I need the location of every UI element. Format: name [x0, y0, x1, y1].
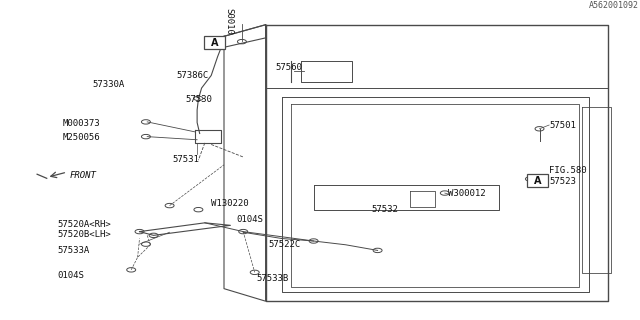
FancyBboxPatch shape: [204, 36, 225, 49]
Text: 57533B: 57533B: [256, 274, 288, 283]
Text: 57533A: 57533A: [58, 246, 90, 255]
Text: W130220: W130220: [211, 199, 249, 208]
Text: 57560: 57560: [275, 63, 302, 72]
Text: M250056: M250056: [63, 133, 100, 142]
Text: 57386C: 57386C: [176, 71, 208, 80]
Text: 0104S: 0104S: [58, 271, 84, 280]
Text: FRONT: FRONT: [69, 171, 96, 180]
FancyBboxPatch shape: [527, 174, 548, 187]
Text: S0010: S0010: [225, 8, 234, 35]
Text: W300012: W300012: [448, 189, 486, 198]
Text: 57523: 57523: [549, 177, 576, 186]
Text: A: A: [211, 37, 218, 48]
Text: 57330A: 57330A: [93, 80, 125, 89]
Text: 57520A<RH>: 57520A<RH>: [58, 220, 111, 229]
Text: 57520B<LH>: 57520B<LH>: [58, 230, 111, 239]
Text: A562001092: A562001092: [589, 1, 639, 10]
Text: 0104S: 0104S: [237, 215, 264, 224]
Text: FIG.580: FIG.580: [549, 166, 587, 175]
Text: 57532: 57532: [371, 205, 398, 214]
Text: A: A: [534, 175, 541, 186]
Text: 57501: 57501: [549, 121, 576, 130]
Text: 57522C: 57522C: [269, 240, 301, 249]
Text: 57530: 57530: [186, 94, 212, 103]
Text: 57531: 57531: [173, 155, 200, 164]
Text: M000373: M000373: [63, 119, 100, 128]
